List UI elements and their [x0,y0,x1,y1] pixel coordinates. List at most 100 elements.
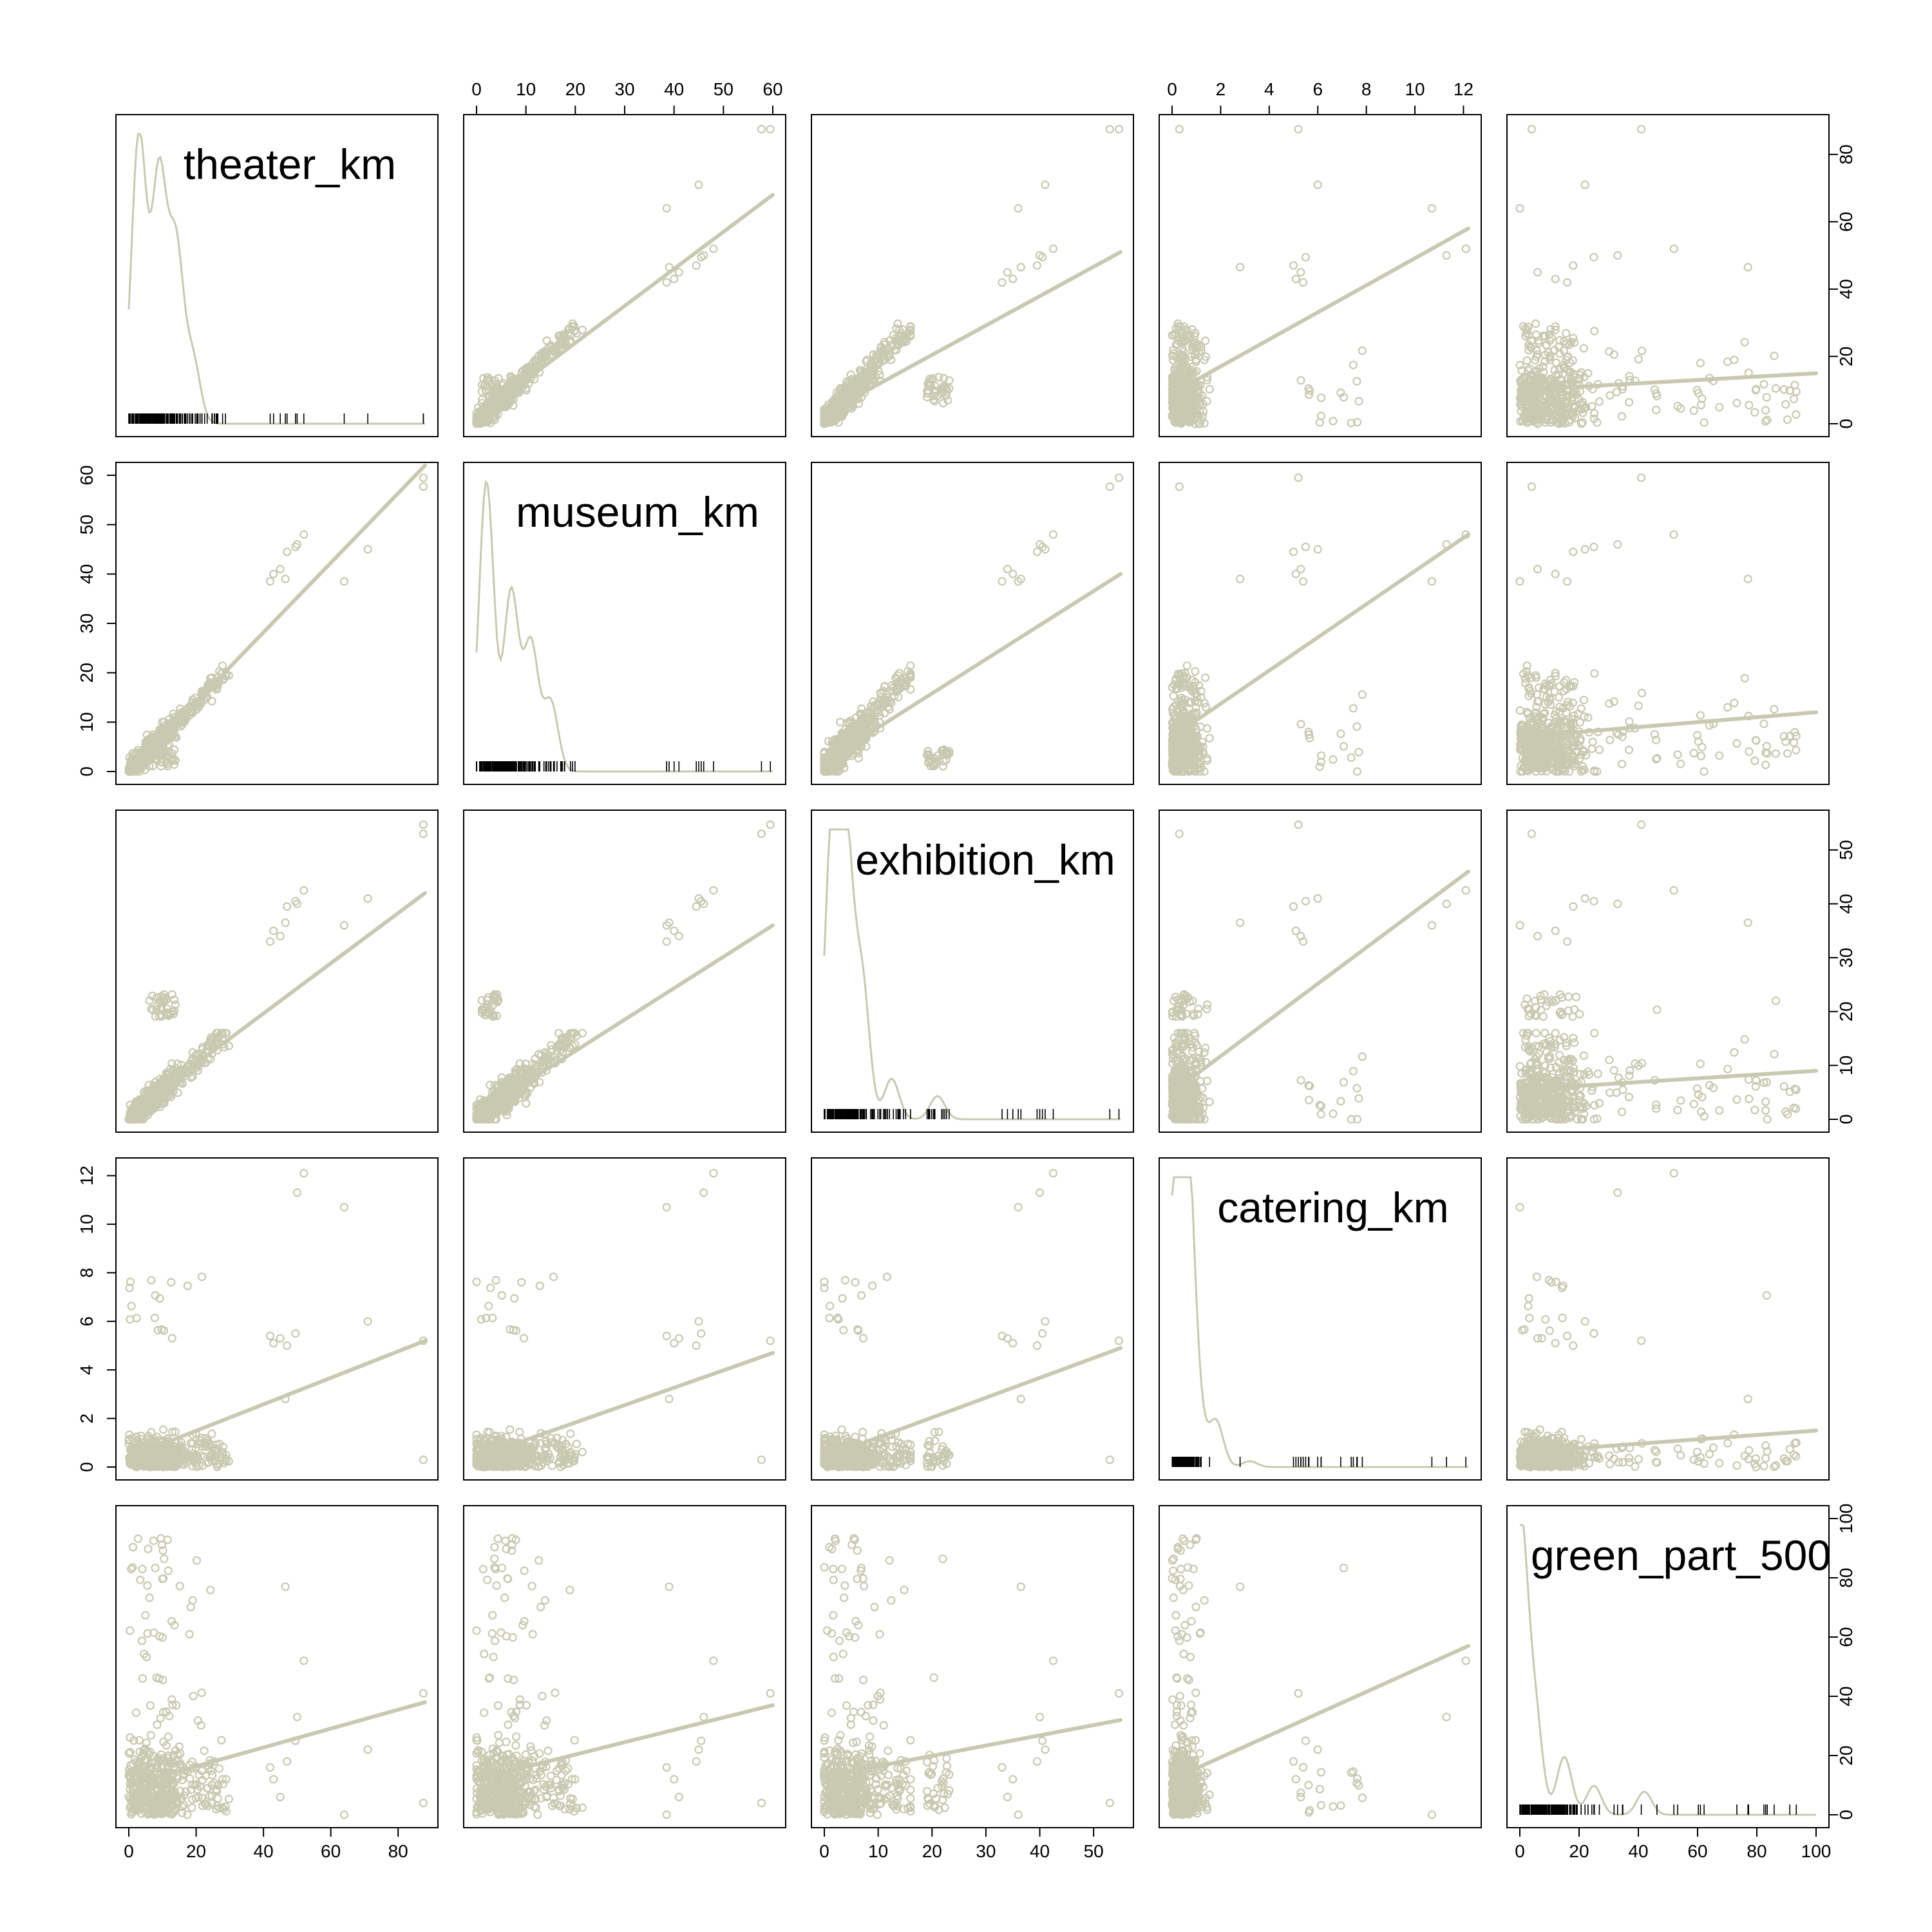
data-point [1696,752,1706,761]
data-point [1563,577,1572,586]
data-point [1191,667,1200,676]
data-point [1461,244,1470,253]
data-point [1329,417,1338,426]
data-point [1715,751,1724,760]
data-point [1175,125,1184,134]
data-point [1743,574,1752,583]
data-point [1589,542,1598,551]
data-point [1580,545,1589,554]
data-point [281,574,290,583]
data-point [1200,673,1210,682]
data-point [1315,762,1324,772]
panel-theater_km-vs-exhibition_km [811,114,1134,437]
data-point [1587,744,1596,753]
data-point [1732,739,1741,748]
data-point [1554,693,1564,702]
data-point [1669,244,1678,253]
data-point [1562,328,1571,338]
data-point [1605,735,1615,744]
data-point [1182,661,1192,670]
data-point [1427,204,1436,213]
data-point [1301,542,1311,551]
panel-frame [1159,114,1482,437]
data-point [1294,125,1303,134]
data-point [1354,397,1363,406]
data-point [299,530,308,539]
data-point [662,204,671,213]
panel-theater_km-vs-museum_km [463,114,786,437]
data-point [1723,703,1732,712]
data-point [1637,473,1646,482]
data-point [1613,251,1622,260]
data-point [709,244,718,253]
data-point [544,344,553,353]
fit-line [822,572,1122,764]
data-point [1235,263,1245,272]
points [124,820,428,1124]
data-point [419,482,428,491]
data-point [662,278,671,287]
data-point [1617,412,1627,421]
panel-frame [115,114,439,437]
points [1515,473,1801,776]
data-point [1732,399,1741,408]
data-point [1515,204,1524,213]
data-point [1009,274,1018,283]
data-point [1625,745,1634,755]
data-point [1016,263,1025,272]
panel-exhibition_km-vs-theater_km [115,810,439,1133]
data-point [1770,351,1779,361]
data-point [1789,738,1799,747]
data-point [1003,268,1012,277]
data-point [1730,355,1739,365]
data-point [1745,747,1754,756]
data-point [1533,565,1542,574]
panel-museum_km-vs-green_part_500 [1506,462,1830,785]
points [472,125,775,428]
fit-line [1170,533,1470,739]
data-point [1349,704,1358,713]
data-point [1580,180,1589,189]
data-point [1750,756,1759,766]
data-point [1533,268,1542,277]
data-point [938,762,948,771]
data-point [1048,530,1058,539]
data-point [522,386,531,395]
data-point [1579,344,1588,353]
panel-theater_km-vs-catering_km [1159,114,1482,437]
data-point [1617,759,1627,768]
data-point [1634,701,1643,710]
fit-line [475,193,775,419]
data-point [934,373,943,382]
data-point [1700,767,1709,776]
data-point [1294,473,1303,482]
data-point [1550,366,1559,375]
data-point [1698,743,1707,752]
data-point [1569,547,1578,556]
data-point [1634,355,1643,364]
data-point [945,376,954,385]
data-point [674,268,683,277]
data-point [1673,750,1682,759]
data-point [766,125,775,134]
points [1168,125,1470,428]
data-point [1296,376,1305,385]
data-point [569,322,579,331]
data-point [1789,394,1799,404]
data-point [1590,327,1599,336]
data-point [1527,482,1536,491]
data-point [491,407,500,416]
data-point [1792,410,1801,419]
data-point [1759,719,1768,728]
data-point [1771,749,1781,758]
data-point [477,399,486,408]
data-point [482,387,491,396]
data-point [1637,125,1646,134]
data-point [265,577,275,586]
data-point [1105,125,1114,134]
data-point [1205,384,1214,394]
density-curve [128,133,425,425]
data-point [670,274,679,283]
data-point [1696,711,1705,720]
data-point [1515,706,1524,715]
